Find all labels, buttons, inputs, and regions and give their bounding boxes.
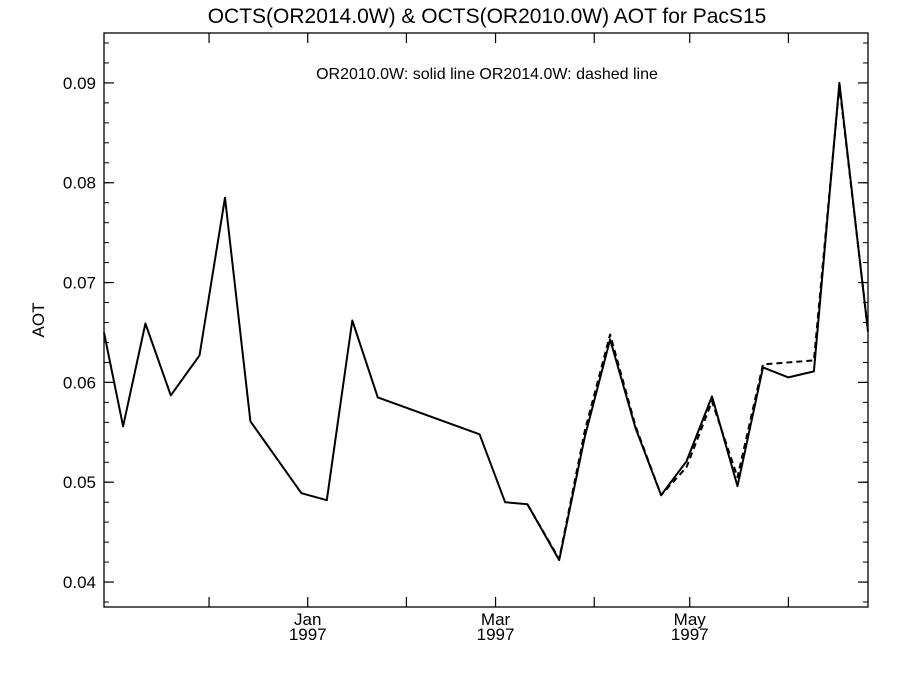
y-tick-label: 0.04 (63, 573, 96, 592)
series-line-or2010-solid (103, 81, 869, 562)
y-tick-label: 0.05 (63, 473, 96, 492)
x-tick-year-label: 1997 (671, 625, 709, 644)
y-tick-label: 0.07 (63, 274, 96, 293)
y-tick-label: 0.08 (63, 174, 96, 193)
y-axis-ticks: 0.04 0.05 0.06 0.07 0.08 0.09 (63, 42, 868, 603)
series-line-or2014-dashed (526, 84, 869, 561)
x-tick-month-label: Mar (481, 610, 511, 629)
y-tick-label: 0.06 (63, 373, 96, 392)
plot-frame (103, 32, 869, 608)
series-layer (103, 81, 869, 562)
legend-annotation: OR2010.0W: solid line OR2014.0W: dashed … (316, 66, 658, 83)
x-tick-year-label: 1997 (289, 625, 327, 644)
chart-title: OCTS(OR2014.0W) & OCTS(OR2010.0W) AOT fo… (208, 5, 767, 28)
x-tick-month-label: Jan (294, 610, 321, 629)
y-axis-label: AOT (29, 303, 48, 338)
y-tick-label: 0.09 (63, 74, 96, 93)
x-tick-month-label: May (674, 610, 707, 629)
x-tick-year-label: 1997 (477, 625, 515, 644)
